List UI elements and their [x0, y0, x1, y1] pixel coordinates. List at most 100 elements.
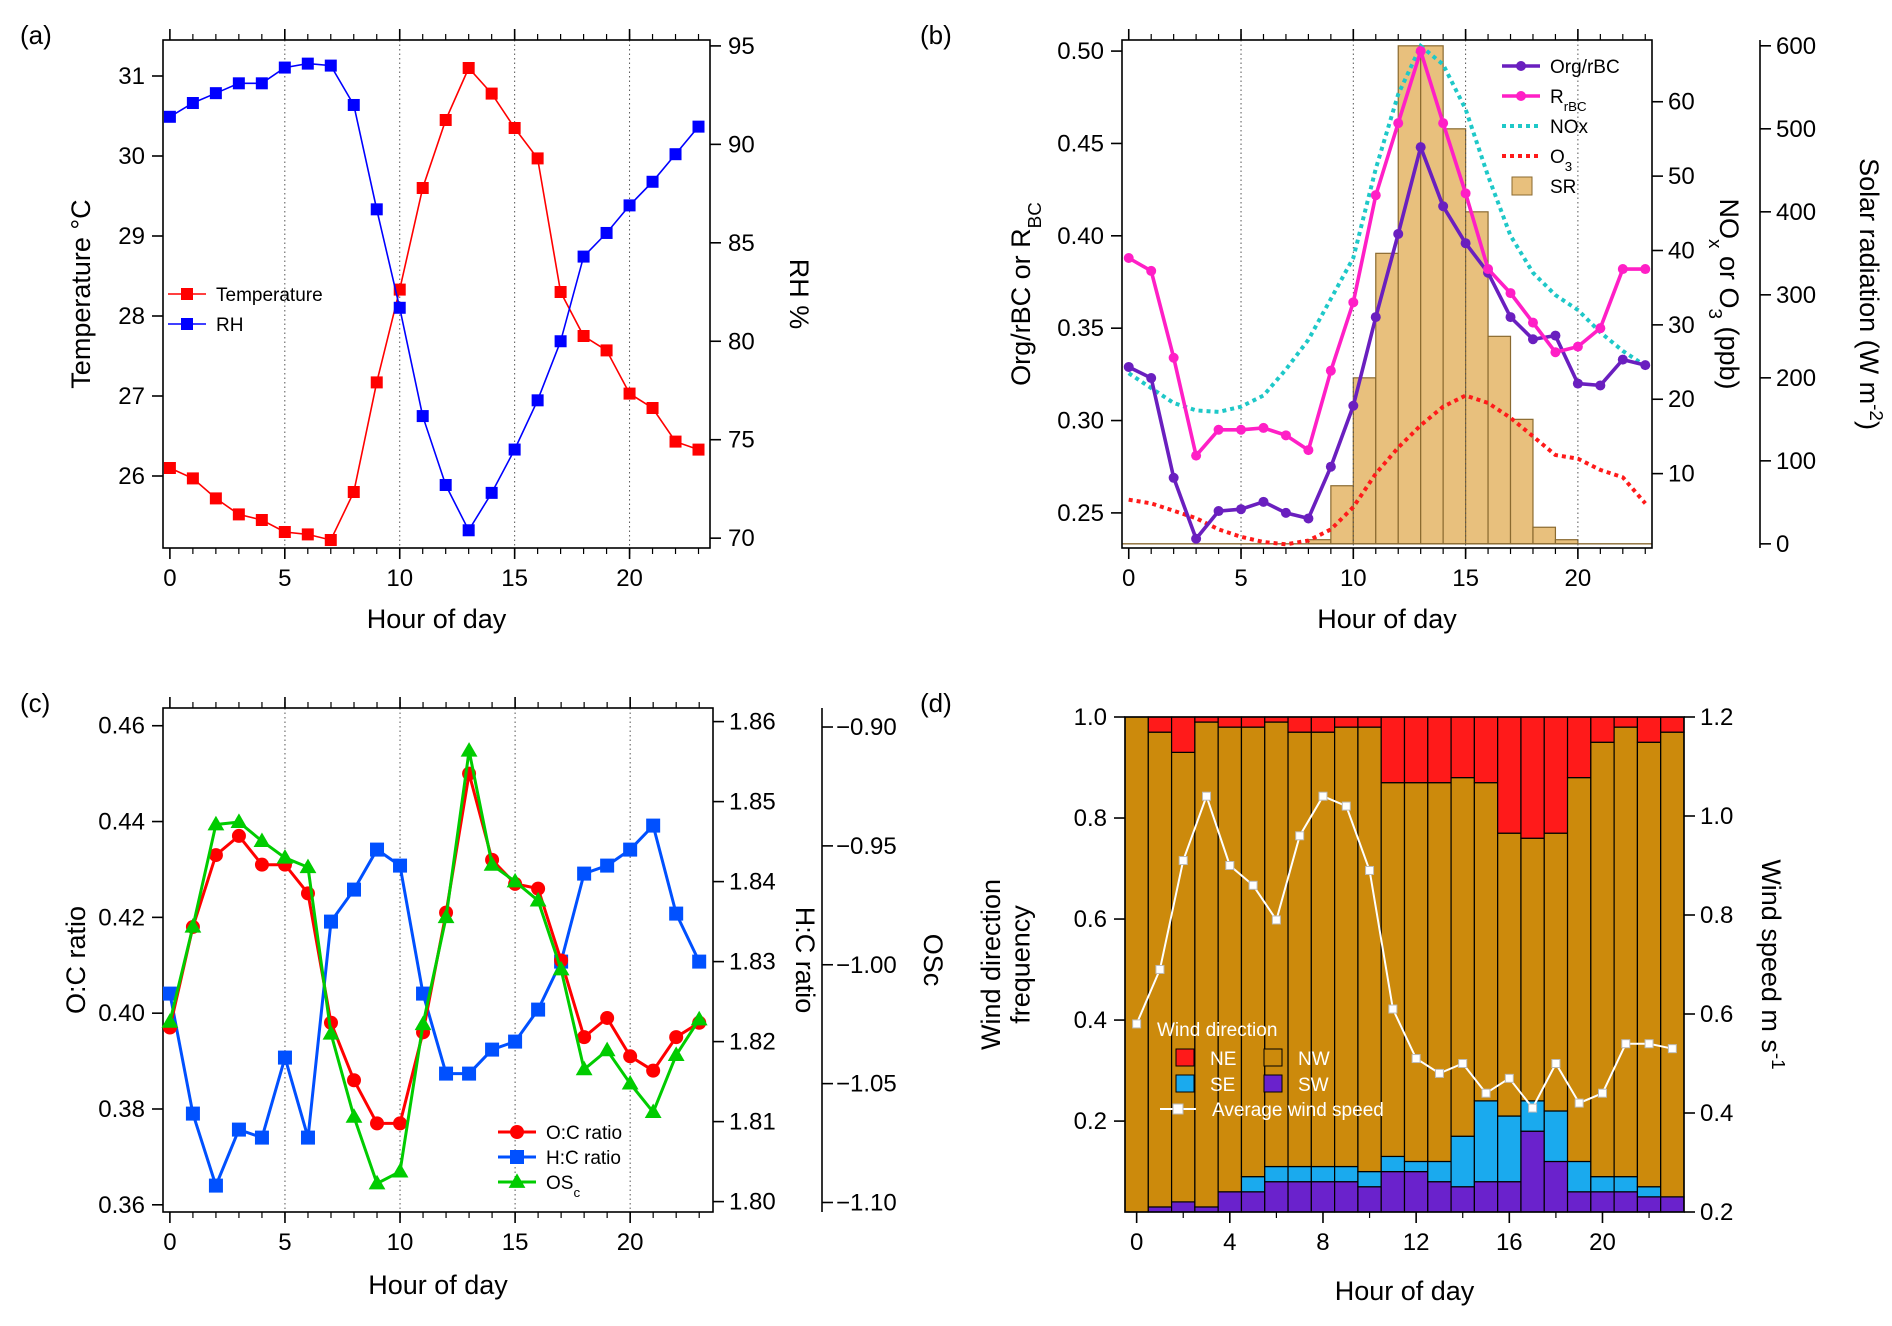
panel-b-point-org-rbc — [1348, 400, 1359, 411]
panel-b-point-org-rbc — [1438, 201, 1449, 212]
panel-d-bar-nw — [1380, 782, 1406, 1158]
panel-c-y2tick-label: 1.86 — [729, 709, 776, 736]
panel-a-ytick-label: 30 — [118, 143, 145, 170]
panel-a-ylabel: Temperature °C — [66, 199, 96, 388]
panel-c-y3tick-label: −0.95 — [836, 833, 897, 860]
panel-c-frame — [162, 707, 714, 1213]
panel-c-y3label: OSc — [918, 934, 948, 987]
panel-b-point-org-rbc — [1595, 380, 1606, 391]
panel-d-bar-nw — [1217, 726, 1243, 1193]
panel-c-point-hc — [462, 1066, 477, 1081]
panel-c-legend-label-main: H:C ratio — [546, 1148, 621, 1169]
panel-c-legend-marker — [510, 1125, 524, 1139]
panel-a-y2tick-label: 70 — [728, 525, 755, 552]
panel-d-bar-nw — [1636, 741, 1662, 1188]
panel-d-bar-ne — [1590, 716, 1615, 743]
panel-c-point-hc — [531, 1002, 546, 1017]
panel-d-bar-se — [1240, 1176, 1266, 1193]
panel-c-xlabel: Hour of day — [368, 1270, 508, 1300]
panel-c-point-hc — [254, 1130, 269, 1145]
panel-a-point-temperature — [278, 526, 291, 538]
panel-d-wind-speed-point — [1365, 865, 1375, 875]
panel-d-bar-ne — [1287, 716, 1312, 733]
panel-b-y3tick-label: 100 — [1776, 448, 1816, 475]
panel-d-bar-sw — [1520, 1130, 1545, 1213]
panel-b-point-r-rbc — [1595, 323, 1606, 334]
panel-c-point-oc — [254, 857, 269, 872]
panel-a-label: (a) — [20, 20, 52, 50]
panel-a-point-temperature — [232, 508, 245, 521]
panel-c-point-hc — [185, 1106, 200, 1121]
panel-c-point-oc — [208, 848, 223, 863]
panel-d-xtick-label: 4 — [1223, 1229, 1236, 1256]
panel-a-point-rh — [301, 57, 314, 70]
panel-a-point-temperature — [577, 330, 590, 342]
panel-c-y2tick-label: 1.84 — [729, 869, 776, 896]
panel-b-sr-bar — [1487, 335, 1512, 545]
panel-a-point-rh — [669, 148, 682, 161]
panel-d-y2tick-label: 0.6 — [1700, 1001, 1733, 1028]
panel-b-point-r-rbc — [1213, 424, 1224, 435]
panel-d-bar-ne — [1427, 716, 1452, 784]
panel-a-point-rh — [577, 250, 590, 263]
panel-b-legend-label: NOx — [1550, 117, 1589, 138]
panel-d-wind-speed-point — [1574, 1098, 1584, 1108]
panel-d-y2label-part: -1 — [1768, 1053, 1789, 1070]
panel-a-xtick-label: 5 — [278, 565, 291, 592]
panel-a-point-temperature — [301, 528, 314, 541]
panel-b-legend-label-main: Org/rBC — [1550, 57, 1620, 78]
panel-d-xlabel: Hour of day — [1335, 1276, 1475, 1306]
panel-b-point-r-rbc — [1527, 317, 1538, 328]
panel-a-point-rh — [485, 486, 498, 499]
panel-c-point-hc — [300, 1130, 315, 1145]
panel-d-ytick-label: 0.6 — [1074, 906, 1107, 933]
panel-d-wind-speed-point — [1434, 1068, 1444, 1078]
panel-b-point-org-rbc — [1370, 312, 1381, 323]
panel-b-legend-label-sub: 3 — [1565, 159, 1572, 174]
panel-b-point-org-rbc — [1460, 238, 1471, 249]
panel-b-sr-bar — [1532, 526, 1557, 545]
panel-b-ylabel-part: Org/rBC or R — [1006, 228, 1036, 386]
panel-c-y2tick-label: 1.80 — [729, 1189, 776, 1216]
panel-d-wind-speed-point — [1458, 1059, 1468, 1068]
panel-d-bar-nw — [1543, 832, 1569, 1112]
panel-d-bar-se — [1473, 1100, 1499, 1183]
panel-c-point-osc — [391, 1162, 409, 1178]
panel-c-ytick-label: 0.42 — [98, 904, 145, 931]
panel-a-legend-label: Temperature — [216, 285, 323, 306]
panel-c-ytick-label: 0.36 — [98, 1192, 145, 1219]
panel-d-legend-swatch — [1263, 1048, 1283, 1067]
panel-d-ytick-label: 1.0 — [1074, 704, 1107, 731]
panel-a-ytick-label: 31 — [118, 63, 145, 90]
panel-d-xtick-label: 16 — [1496, 1229, 1523, 1256]
panel-a-point-rh — [370, 203, 383, 216]
panel-d-y2tick-label: 0.2 — [1700, 1199, 1733, 1226]
panel-b-point-org-rbc — [1617, 354, 1628, 365]
panel-c-ytick-label: 0.46 — [98, 713, 145, 740]
panel-d-wind-speed-point — [1644, 1039, 1654, 1049]
panel-d-bar-sw — [1403, 1170, 1429, 1213]
panel-c-series-osc-line — [168, 750, 701, 1186]
panel-d-bar-sw — [1310, 1181, 1336, 1213]
panel-b-point-r-rbc — [1146, 265, 1157, 276]
panel-b-legend-label: RrBC — [1550, 87, 1587, 114]
panel-c-point-hc — [508, 1034, 523, 1049]
panel-d-bar-ne — [1660, 716, 1685, 733]
panel-c-point-hc — [669, 906, 684, 921]
panel-b-y2label-part: NO — [1714, 198, 1744, 239]
panel-d-bar-ne — [1520, 716, 1545, 839]
panel-d-bar-se — [1264, 1165, 1289, 1183]
panel-c-point-hc — [623, 842, 638, 857]
panel-c-ytick-label: 0.38 — [98, 1096, 145, 1123]
panel-d-wind-speed-point — [1271, 915, 1281, 925]
panel-c-y3tick-label: −1.05 — [836, 1071, 897, 1098]
panel-c-y2label: H:C ratio — [790, 907, 820, 1014]
panel-a-point-rh — [623, 199, 636, 212]
panel-c-legend-label: O:C ratio — [546, 1123, 622, 1144]
panel-c-legend-label-sub: c — [573, 1185, 580, 1200]
panel-c-ylabel: O:C ratio — [61, 906, 91, 1014]
panel-d-bar-ne — [1310, 716, 1336, 733]
panel-b-y3tick-label: 500 — [1776, 116, 1816, 143]
panel-b-legend-swatch — [1511, 176, 1533, 196]
panel-d-wind-speed-point — [1528, 1103, 1538, 1113]
